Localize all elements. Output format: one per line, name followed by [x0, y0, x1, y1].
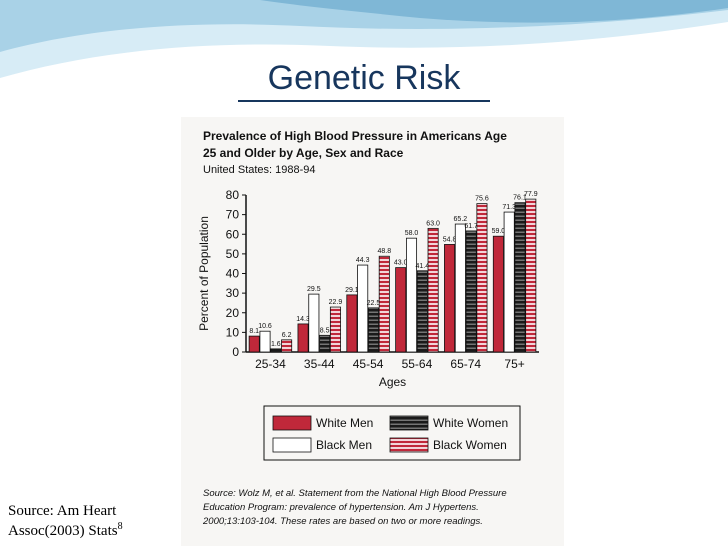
data-label: 22.5 — [367, 300, 381, 307]
data-label: 58.0 — [405, 230, 419, 237]
data-label: 48.8 — [377, 248, 391, 255]
chart-title-line1: Prevalence of High Blood Pressure in Ame… — [203, 129, 507, 143]
data-label: 22.9 — [329, 299, 343, 306]
data-label: 54.8 — [443, 236, 457, 243]
y-tick-label: 20 — [226, 306, 240, 320]
bar-white-women — [416, 270, 428, 353]
bar-white-men — [248, 335, 260, 353]
data-label: 59.0 — [492, 228, 506, 235]
bar-black-men — [503, 211, 515, 353]
x-axis-label: Ages — [379, 375, 406, 389]
y-tick-label: 30 — [226, 286, 240, 300]
legend-swatch-white-men — [272, 415, 312, 431]
bar-white-women — [465, 230, 477, 353]
legend-swatch-black-men — [272, 437, 312, 453]
legend-swatch-white-women — [389, 415, 429, 431]
x-tick-label: 75+ — [504, 357, 524, 371]
bar-white-women — [319, 334, 331, 353]
source-footnote: 8 — [117, 521, 123, 532]
bar-black-men — [259, 330, 271, 353]
legend-label: Black Men — [316, 438, 372, 452]
bar-white-women — [367, 307, 379, 353]
data-label: 43.0 — [394, 260, 408, 267]
data-label: 6.2 — [282, 332, 292, 339]
x-tick-label: 35-44 — [304, 357, 335, 371]
data-label: 71.3 — [502, 204, 516, 211]
slide-source-line2: Assoc(2003) Stats8 — [8, 521, 123, 540]
data-label: 8.5 — [320, 327, 330, 334]
chart-source-line: Education Program: prevalence of hyperte… — [203, 502, 479, 513]
data-label: 14.3 — [296, 316, 310, 323]
data-label: 65.2 — [454, 216, 468, 223]
bar-black-men — [308, 293, 320, 353]
legend-label: White Women — [433, 416, 508, 430]
bar-black-women — [525, 198, 537, 353]
bar-black-men — [406, 237, 418, 353]
bar-black-women — [329, 306, 341, 353]
data-label: 29.1 — [345, 287, 359, 294]
data-label: 61.7 — [464, 223, 478, 230]
data-label: 1.6 — [271, 341, 281, 348]
y-axis-label: Percent of Population — [197, 216, 211, 331]
bar-black-women — [378, 255, 390, 353]
x-tick-label: 65-74 — [450, 357, 481, 371]
y-tick-label: 60 — [226, 227, 240, 241]
y-tick-label: 70 — [226, 208, 240, 222]
data-label: 75.6 — [475, 196, 489, 203]
chart: Prevalence of High Blood Pressure in Ame… — [197, 129, 539, 527]
x-tick-label: 55-64 — [402, 357, 433, 371]
bar-white-women — [270, 348, 282, 353]
banner-wave-dark — [260, 0, 728, 23]
data-label: 10.6 — [258, 323, 272, 330]
y-tick-label: 10 — [226, 325, 240, 339]
bar-black-women — [476, 203, 488, 353]
legend-label: White Men — [316, 416, 373, 430]
chart-subtitle: United States: 1988-94 — [203, 164, 316, 176]
x-tick-label: 45-54 — [353, 357, 384, 371]
legend-swatch-black-women — [389, 437, 429, 453]
bar-black-women — [427, 227, 439, 353]
bar-white-men — [395, 267, 407, 353]
data-label: 63.0 — [426, 220, 440, 227]
source-text: Assoc(2003) Stats — [8, 523, 118, 539]
data-label: 77.9 — [524, 191, 538, 198]
data-label: 8.1 — [249, 328, 259, 335]
data-label: 76.1 — [513, 195, 527, 202]
bar-black-men — [454, 223, 466, 353]
bar-white-men — [346, 294, 358, 353]
y-tick-label: 0 — [232, 345, 239, 359]
slide-title: Genetic Risk — [238, 56, 490, 102]
chart-source-line: Source: Wolz M, et al. Statement from th… — [203, 488, 507, 499]
y-tick-label: 40 — [226, 267, 240, 281]
y-tick-label: 80 — [226, 188, 240, 202]
bar-white-men — [297, 323, 309, 353]
data-label: 41.4 — [416, 263, 430, 270]
data-label: 29.5 — [307, 286, 321, 293]
data-label: 44.3 — [356, 257, 370, 264]
chart-title-line2: 25 and Older by Age, Sex and Race — [203, 146, 404, 160]
bar-white-men — [444, 244, 456, 353]
y-tick-label: 50 — [226, 247, 240, 261]
slide-source-line1: Source: Am Heart — [8, 503, 117, 519]
chart-source-line: 2000;13:103-104. These rates are based o… — [202, 516, 483, 527]
x-tick-label: 25-34 — [255, 357, 286, 371]
legend-label: Black Women — [433, 438, 507, 452]
bar-white-women — [514, 202, 526, 353]
bar-black-men — [357, 264, 369, 353]
bar-white-men — [492, 235, 504, 353]
bar-black-women — [281, 339, 293, 353]
decorative-banner — [0, 0, 728, 78]
